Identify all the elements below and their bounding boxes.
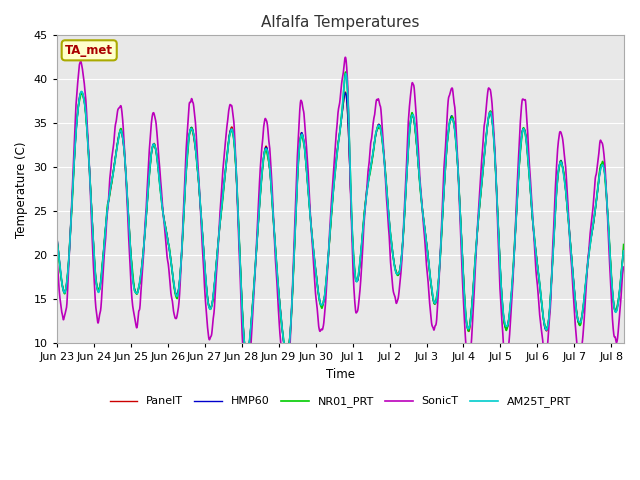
HMP60 <box>78 89 86 95</box>
HMP60 <box>118 130 125 136</box>
X-axis label: Time: Time <box>326 368 355 381</box>
SonicT <box>295 122 303 128</box>
Text: TA_met: TA_met <box>65 44 113 57</box>
AM25T_PRT <box>342 71 350 77</box>
AM25T_PRT <box>295 151 303 156</box>
PanelT <box>609 294 617 300</box>
SonicT <box>118 105 125 110</box>
AM25T_PRT <box>620 248 627 254</box>
PanelT <box>271 230 278 236</box>
NR01_PRT <box>620 241 627 247</box>
Legend: PanelT, HMP60, NR01_PRT, SonicT, AM25T_PRT: PanelT, HMP60, NR01_PRT, SonicT, AM25T_P… <box>105 392 575 412</box>
SonicT <box>271 233 278 239</box>
HMP60 <box>609 293 617 299</box>
NR01_PRT <box>342 69 349 75</box>
Y-axis label: Temperature (C): Temperature (C) <box>15 141 28 238</box>
AM25T_PRT <box>270 228 278 234</box>
SonicT <box>620 264 627 270</box>
HMP60 <box>53 235 61 240</box>
Line: NR01_PRT: NR01_PRT <box>57 72 623 356</box>
SonicT <box>548 270 556 276</box>
PanelT <box>151 143 159 148</box>
NR01_PRT <box>271 230 278 236</box>
PanelT <box>243 352 251 358</box>
AM25T_PRT <box>548 274 556 279</box>
NR01_PRT <box>548 272 556 277</box>
PanelT <box>53 234 61 240</box>
AM25T_PRT <box>53 235 61 240</box>
NR01_PRT <box>295 151 303 157</box>
SonicT <box>342 54 349 60</box>
AM25T_PRT <box>118 129 125 134</box>
AM25T_PRT <box>609 292 617 298</box>
PanelT <box>342 89 349 95</box>
PanelT <box>620 250 627 255</box>
NR01_PRT <box>243 353 250 359</box>
Line: HMP60: HMP60 <box>57 92 623 356</box>
HMP60 <box>271 229 278 235</box>
PanelT <box>118 128 125 134</box>
HMP60 <box>295 149 303 155</box>
NR01_PRT <box>118 127 125 132</box>
Line: SonicT: SonicT <box>57 57 623 361</box>
SonicT <box>151 115 159 120</box>
SonicT <box>609 322 617 327</box>
HMP60 <box>620 247 627 253</box>
AM25T_PRT <box>151 144 159 149</box>
SonicT <box>240 358 248 364</box>
SonicT <box>53 259 61 264</box>
NR01_PRT <box>609 293 617 299</box>
PanelT <box>295 150 303 156</box>
HMP60 <box>548 273 556 278</box>
HMP60 <box>151 145 159 151</box>
NR01_PRT <box>53 240 61 245</box>
Line: PanelT: PanelT <box>57 92 623 355</box>
Line: AM25T_PRT: AM25T_PRT <box>57 74 623 356</box>
HMP60 <box>283 353 291 359</box>
NR01_PRT <box>151 144 159 149</box>
Title: Alfalfa Temperatures: Alfalfa Temperatures <box>261 15 419 30</box>
AM25T_PRT <box>283 353 291 359</box>
PanelT <box>548 274 556 279</box>
